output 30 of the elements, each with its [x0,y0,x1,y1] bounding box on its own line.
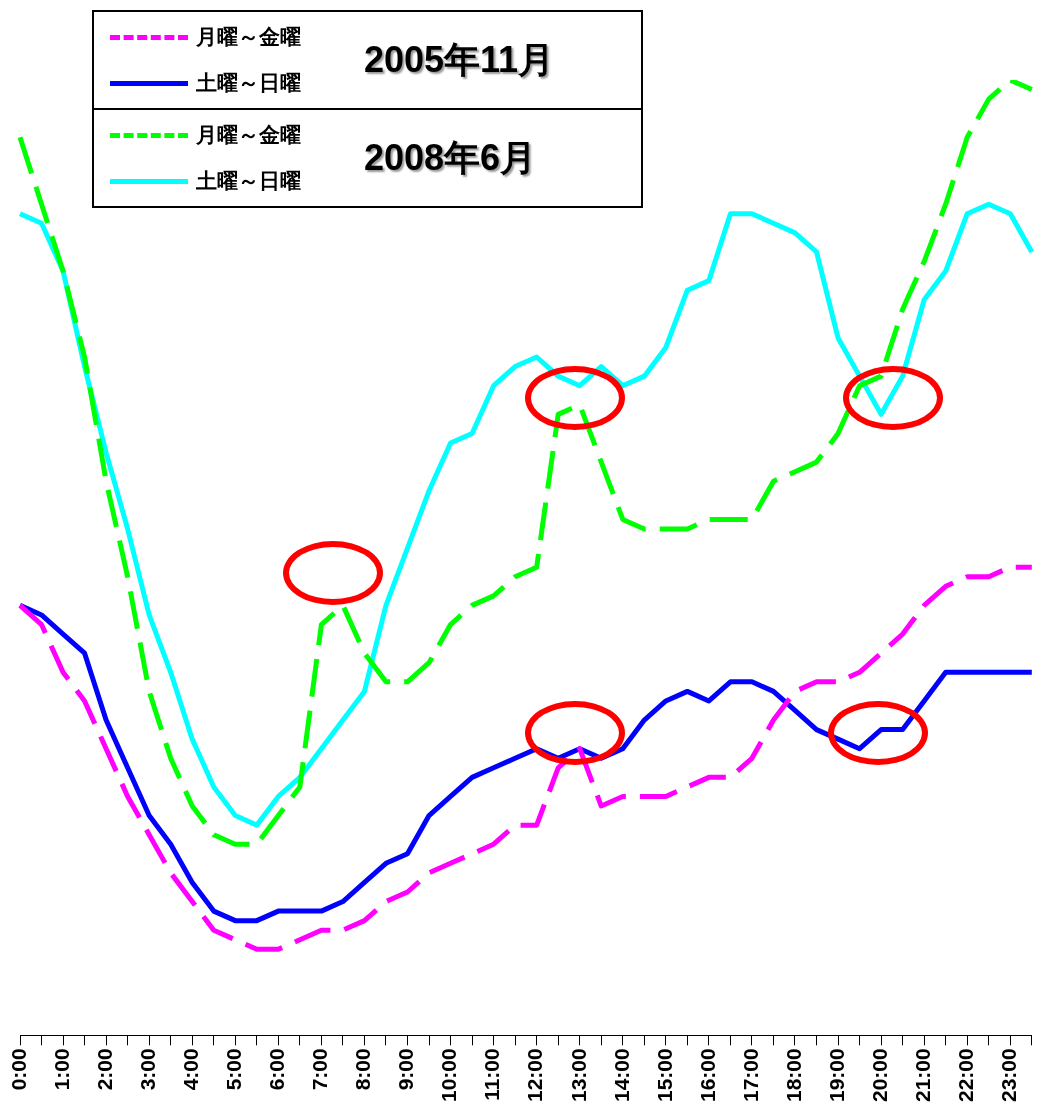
x-tick-label: 16:00 [695,1048,719,1103]
x-tick-label: 15:00 [652,1048,676,1103]
x-tick-label: 2:00 [92,1048,116,1091]
x-tick-label: 14:00 [609,1048,633,1103]
x-tick-label: 12:00 [523,1048,547,1103]
x-tick-label: 22:00 [954,1048,978,1103]
x-tick-label: 10:00 [437,1048,461,1103]
x-tick-label: 9:00 [394,1048,418,1091]
x-tick-label: 21:00 [910,1048,934,1103]
x-tick-label: 23:00 [997,1048,1021,1103]
legend-label: 月曜～金曜 [196,122,301,148]
x-tick-label: 5:00 [222,1048,246,1091]
x-tick-label: 8:00 [351,1048,375,1091]
x-tick-label: 3:00 [135,1048,159,1091]
legend-label: 月曜～金曜 [196,24,301,50]
x-tick-label: 17:00 [738,1048,762,1103]
x-tick-label: 13:00 [566,1048,590,1103]
x-tick-label: 18:00 [781,1048,805,1103]
x-tick-label: 7:00 [308,1048,332,1091]
text: 2005年11月 [364,37,555,82]
x-tick-label: 1:00 [49,1048,73,1091]
x-tick-label: 20:00 [867,1048,891,1103]
x-tick-label: 4:00 [179,1048,203,1091]
x-tick-label: 11:00 [480,1048,504,1101]
legend-label: 土曜～日曜 [196,168,301,194]
annotation: 2008年6月 [364,135,537,180]
legend-label: 土曜～日曜 [196,70,301,96]
x-tick-label: 0:00 [6,1048,30,1091]
x-tick-label: 6:00 [265,1048,289,1091]
x-tick-label: 19:00 [824,1048,848,1103]
